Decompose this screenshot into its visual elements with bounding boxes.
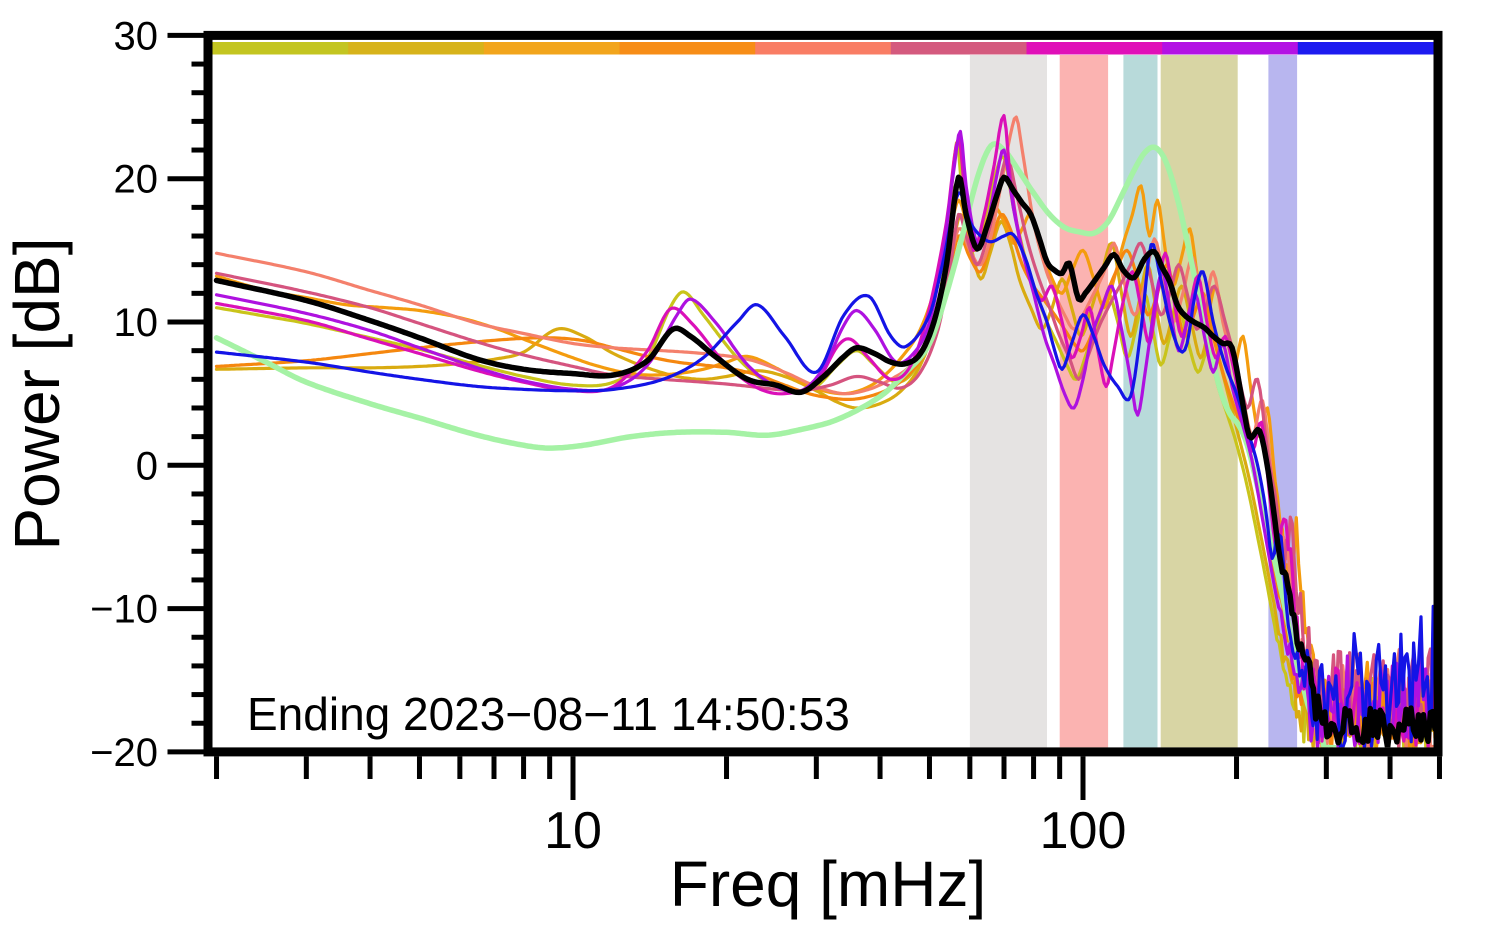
series-group: [213, 114, 1434, 748]
top-bar-segment-2: [348, 42, 485, 55]
spectrum-mean-black: [213, 174, 1434, 748]
y-tick-label: −20: [90, 731, 158, 775]
spectrum-orange: [214, 184, 1434, 748]
x-tick-label: 100: [1040, 802, 1127, 860]
top-bar-segment-6: [890, 42, 1028, 55]
top-bar-segment-8: [1162, 42, 1299, 55]
top-bar-segment-9: [1297, 42, 1435, 55]
y-tick-label: 20: [114, 158, 159, 202]
y-tick-label: −10: [90, 588, 158, 632]
x-axis-title: Freq [mHz]: [669, 848, 987, 920]
y-tick-label: 10: [114, 301, 159, 345]
top-bar-segment-1: [212, 42, 349, 55]
top-bar-segment-7: [1026, 42, 1163, 55]
y-tick-label: 0: [136, 444, 158, 488]
x-tick-label: 10: [544, 802, 602, 860]
axis-frame: [203, 30, 1443, 757]
spectrum-goldenrod: [214, 212, 1434, 748]
spectrum-raspberry: [214, 155, 1434, 748]
ending-timestamp-annotation: Ending 2023−08−11 14:50:53: [247, 688, 850, 740]
spectrum-purple: [214, 129, 1434, 748]
top-bar-segment-5: [755, 42, 892, 55]
top-bar-segment-3: [483, 42, 621, 55]
top-bar-segment-4: [619, 42, 756, 55]
y-tick-label: 30: [114, 14, 159, 58]
spectrum-palegreen-smooth: [213, 141, 1338, 748]
y-axis-title: Power [dB]: [1, 237, 73, 551]
